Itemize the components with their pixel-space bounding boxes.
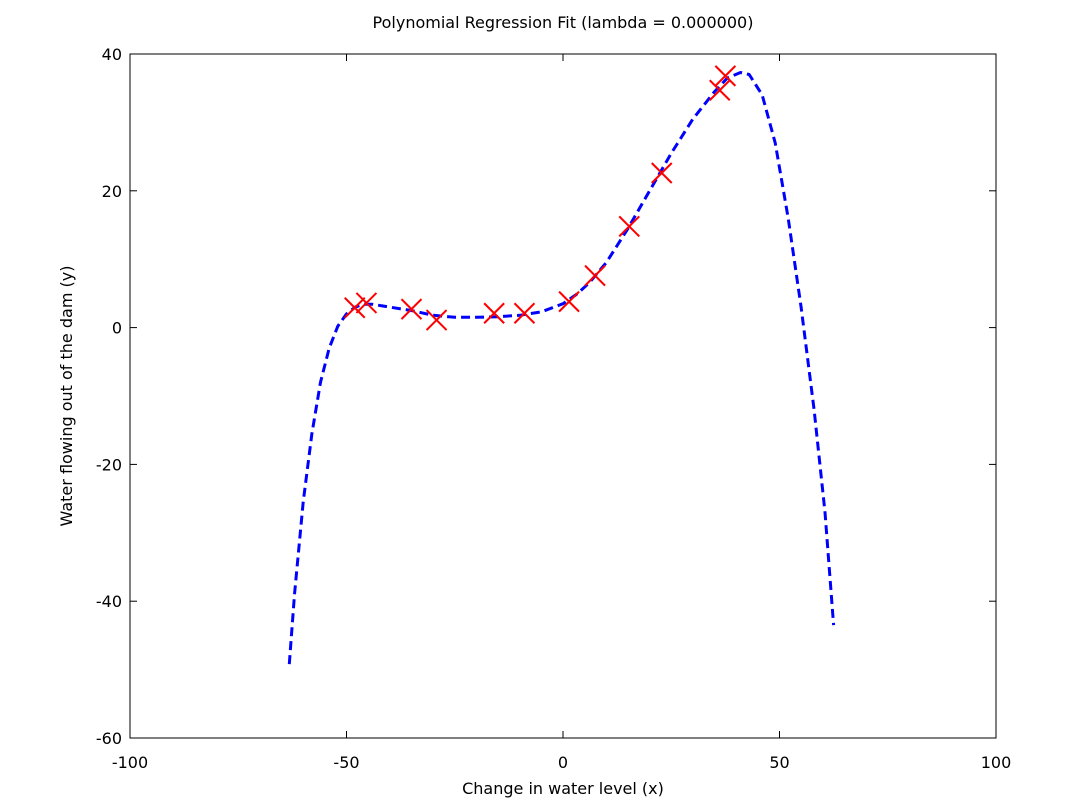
data-point-marker [714,65,737,87]
y-tick-label: 0 [112,319,122,338]
data-point-marker [513,302,536,324]
data-point-marker [344,297,366,319]
data-point-marker [355,292,378,314]
data-point-marker [558,290,580,313]
axis-ticks [129,53,997,739]
tick-label-layer: -100 -50 0 50 100 -60 -40 -20 0 20 40 [96,45,1011,772]
data-point-marker [584,264,606,287]
y-axis-label: Water flowing out of the dam (y) [57,266,76,527]
x-axis-label: Change in water level (x) [462,779,664,798]
fit-curve-layer [287,71,836,665]
data-point-marker [425,309,448,331]
y-tick-label: -60 [96,729,122,748]
data-point-marker [400,298,423,320]
fit-curve-line [287,71,836,665]
y-tick-label: -40 [96,592,122,611]
data-point-marker [709,79,731,101]
plot-area-frame [129,53,997,739]
data-point-marker [651,162,673,184]
x-tick-label: 100 [981,753,1012,772]
x-tick-label: -100 [112,753,148,772]
data-point-marker [618,215,640,238]
chart-title: Polynomial Regression Fit (lambda = 0.00… [373,13,754,32]
x-tick-label: 0 [558,753,568,772]
data-marker-layer [344,65,737,331]
x-tick-label: -50 [333,753,359,772]
y-tick-label: -20 [96,455,122,474]
x-tick-label: 50 [769,753,789,772]
y-tick-label: 20 [102,182,122,201]
data-point-marker [483,302,505,324]
y-tick-label: 40 [102,45,122,64]
